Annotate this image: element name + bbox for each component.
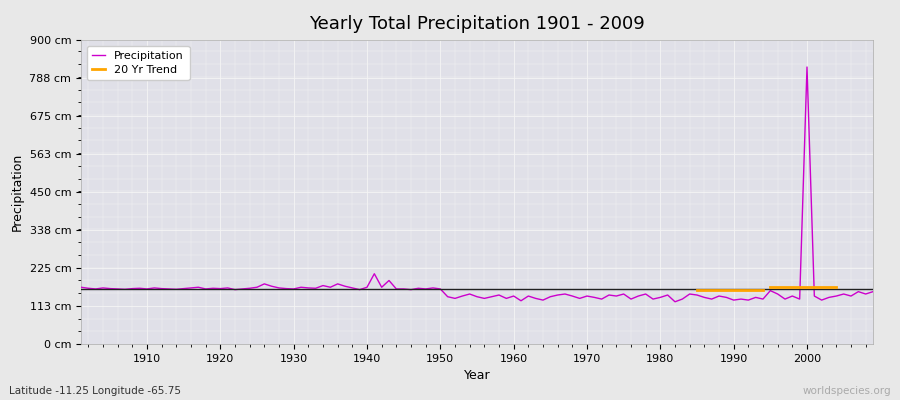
Y-axis label: Precipitation: Precipitation	[11, 153, 23, 231]
Precipitation	[501, 296, 512, 301]
Line: Precipitation: Precipitation	[81, 67, 873, 302]
Precipitation	[134, 286, 145, 291]
Text: worldspecies.org: worldspecies.org	[803, 386, 891, 396]
Precipitation	[802, 65, 813, 70]
Title: Yearly Total Precipitation 1901 - 2009: Yearly Total Precipitation 1901 - 2009	[309, 15, 645, 33]
Precipitation	[670, 299, 680, 304]
Legend: Precipitation, 20 Yr Trend: Precipitation, 20 Yr Trend	[86, 46, 190, 80]
X-axis label: Year: Year	[464, 369, 490, 382]
Precipitation	[76, 285, 86, 290]
Precipitation	[339, 284, 350, 289]
Precipitation	[597, 297, 608, 302]
Precipitation	[508, 294, 519, 298]
Precipitation	[868, 289, 878, 294]
Text: Latitude -11.25 Longitude -65.75: Latitude -11.25 Longitude -65.75	[9, 386, 181, 396]
Precipitation	[295, 285, 306, 290]
